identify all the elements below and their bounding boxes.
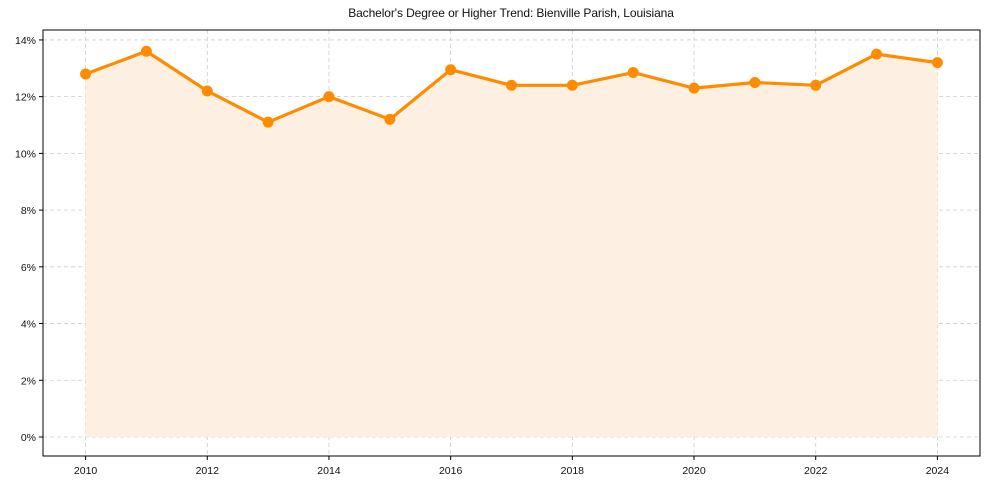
data-point xyxy=(931,57,943,69)
data-point xyxy=(201,85,213,97)
data-point xyxy=(506,79,517,91)
y-tick-label: 6% xyxy=(21,262,36,274)
chart-title: Bachelor's Degree or Higher Trend: Bienv… xyxy=(348,6,674,20)
data-point xyxy=(445,64,457,76)
data-point xyxy=(810,79,822,91)
x-axis: 2010 2012 2014 2016 2018 2020 2022 2024 xyxy=(74,456,949,477)
data-point xyxy=(262,116,274,128)
data-point xyxy=(140,45,152,57)
y-tick-label: 14% xyxy=(15,35,36,47)
y-tick-label: 8% xyxy=(21,205,36,217)
y-tick-label: 4% xyxy=(21,319,36,331)
y-tick-label: 0% xyxy=(21,432,36,444)
y-axis: 0% 2% 4% 6% 8% 10% 12% 14% xyxy=(15,35,43,444)
area-fill xyxy=(85,51,938,437)
data-point xyxy=(384,113,396,125)
data-point xyxy=(871,48,883,60)
x-tick-label: 2024 xyxy=(926,465,950,477)
data-markers xyxy=(80,45,943,128)
data-point xyxy=(749,76,761,88)
x-tick-label: 2014 xyxy=(317,465,341,477)
y-tick-label: 12% xyxy=(15,92,36,104)
y-tick-label: 10% xyxy=(15,148,36,160)
x-tick-label: 2022 xyxy=(804,465,828,477)
data-point xyxy=(566,79,578,91)
plot-frame xyxy=(42,29,981,457)
x-tick-label: 2020 xyxy=(682,465,706,477)
x-tick-label: 2010 xyxy=(74,465,98,477)
x-tick-label: 2012 xyxy=(196,465,220,477)
data-point xyxy=(627,67,639,79)
data-point xyxy=(323,91,335,103)
data-point xyxy=(688,82,700,94)
x-tick-label: 2018 xyxy=(561,465,585,477)
data-point xyxy=(80,68,92,80)
x-tick-label: 2016 xyxy=(439,465,463,477)
y-tick-label: 2% xyxy=(21,375,36,387)
